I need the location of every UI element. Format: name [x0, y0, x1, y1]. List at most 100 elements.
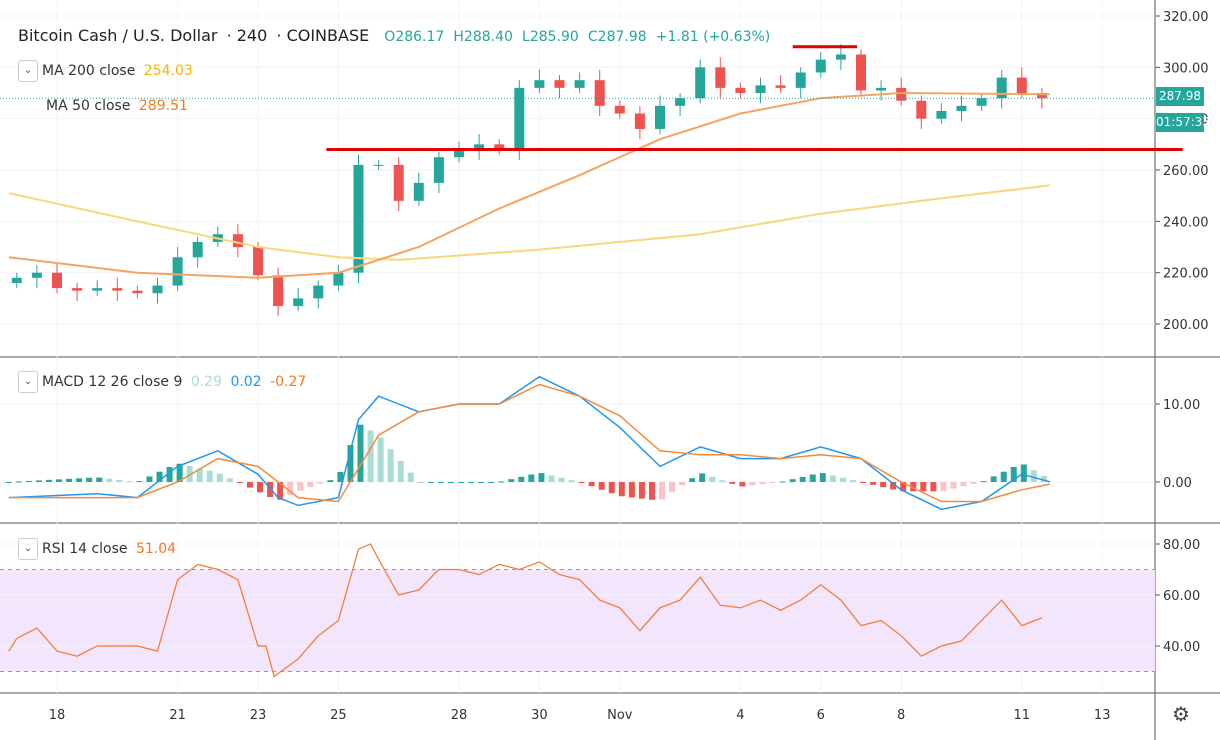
macd-histogram-bar: [498, 481, 505, 483]
y-tick-label: 0.00: [1163, 476, 1192, 491]
macd-histogram-bar: [819, 473, 826, 482]
macd-histogram-bar: [849, 480, 856, 482]
macd-histogram-bar: [447, 482, 454, 483]
candle-body: [1016, 77, 1027, 94]
candle-body: [996, 77, 1007, 99]
candle-body: [474, 144, 485, 150]
macd-histogram-bar: [900, 482, 907, 492]
x-tick-label: 21: [169, 708, 186, 723]
macd-histogram-bar: [377, 437, 384, 482]
ohlc-high: H288.40: [453, 29, 513, 45]
macd-histogram-bar: [15, 481, 22, 483]
macd-histogram-bar: [749, 482, 756, 486]
candle-body: [132, 290, 143, 294]
macd-histogram-bar: [870, 482, 877, 485]
macd-histogram-bar: [1010, 467, 1017, 482]
macd-histogram-bar: [839, 477, 846, 482]
macd-histogram-bar: [287, 482, 294, 496]
macd-histogram-bar: [709, 476, 716, 482]
macd-histogram-bar: [45, 479, 52, 482]
signal-line: [8, 383, 1051, 503]
candle-body: [614, 105, 625, 114]
macd-histogram-bar: [769, 482, 776, 483]
macd-histogram-bar: [638, 482, 645, 499]
collapse-legend-button[interactable]: ⌄: [18, 60, 38, 82]
candle-body: [514, 87, 525, 150]
bar-countdown: 01:57:33: [1156, 113, 1210, 132]
candle-body: [293, 298, 304, 307]
candle-body: [574, 80, 585, 88]
macd-histogram-bar: [5, 482, 12, 483]
macd-histogram-bar: [257, 482, 264, 493]
macd-histogram-bar: [166, 467, 173, 482]
macd-histogram-bar: [548, 475, 555, 482]
macd-histogram-bar: [608, 482, 615, 494]
macd-histogram-bar: [528, 474, 535, 482]
macd-histogram-bar: [437, 482, 444, 483]
x-tick-label: 25: [330, 708, 347, 723]
candle-body: [273, 275, 284, 307]
candle-body: [815, 59, 826, 73]
y-tick-label: 10.00: [1163, 398, 1200, 413]
ma200-line: [8, 184, 1051, 261]
rsi-collapse-button[interactable]: ⌄: [18, 538, 38, 560]
macd-histogram-bar: [1020, 464, 1027, 482]
macd-histogram-bar: [518, 476, 525, 482]
macd-histogram-bar: [568, 480, 575, 482]
macd-histogram-bar: [950, 482, 957, 489]
ohlc-low: L285.90: [522, 29, 579, 45]
macd-histogram-bar: [618, 482, 625, 497]
candle-body: [152, 285, 163, 294]
macd-histogram-bar: [890, 482, 897, 490]
candle-body: [976, 98, 987, 106]
candle-body: [433, 157, 444, 183]
macd-histogram-bar: [317, 482, 324, 484]
ma50-value: 289.51: [138, 98, 188, 114]
macd-histogram-bar: [116, 479, 123, 482]
ma200-value: 254.03: [143, 63, 193, 79]
candle-body: [72, 288, 83, 291]
macd-histogram-bar: [136, 481, 143, 483]
macd-histogram-bar: [478, 482, 485, 483]
ma50-line: [8, 91, 1050, 279]
macd-histogram-bar: [789, 479, 796, 482]
macd-histogram-bar: [669, 482, 676, 493]
macd-histogram-bar: [327, 480, 334, 482]
macd-histogram-bar: [126, 481, 133, 483]
candle-body: [393, 164, 404, 201]
candle-body: [715, 67, 726, 88]
macd-histogram-bar: [628, 482, 635, 498]
candle-body: [52, 272, 62, 289]
candle-body: [112, 288, 123, 291]
candle-body: [31, 272, 42, 278]
candle-body: [353, 164, 364, 273]
candle-body: [192, 241, 203, 258]
macd-histogram-bar: [990, 476, 997, 482]
x-tick-label: Nov: [607, 708, 633, 723]
rsi-band: [0, 569, 1155, 672]
x-tick-label: 23: [250, 708, 267, 723]
y-tick-label: 300.00: [1163, 61, 1209, 76]
x-tick-label: 6: [817, 708, 825, 723]
macd-histogram-bar: [689, 478, 696, 482]
macd-histogram-bar: [186, 466, 193, 482]
candle-body: [333, 272, 344, 286]
candle-body: [1036, 93, 1047, 99]
candle-body: [856, 54, 866, 91]
macd-histogram-bar: [940, 482, 947, 491]
macd-histogram-bar: [387, 449, 394, 482]
candle-body: [916, 100, 927, 119]
macd-collapse-button[interactable]: ⌄: [18, 371, 38, 393]
macd-histogram-bar: [578, 482, 585, 483]
x-tick-label: 4: [736, 708, 744, 723]
macd-histogram-bar: [729, 482, 736, 484]
ma200-label: MA 200 close: [42, 63, 136, 79]
macd-histogram-bar: [468, 482, 475, 483]
macd-histogram-bar: [176, 463, 183, 482]
settings-gear-icon[interactable]: ⚙: [1172, 702, 1190, 726]
candle-body: [655, 105, 665, 129]
candle-body: [373, 164, 384, 166]
candle-body: [896, 87, 907, 101]
candle-body: [172, 257, 183, 286]
